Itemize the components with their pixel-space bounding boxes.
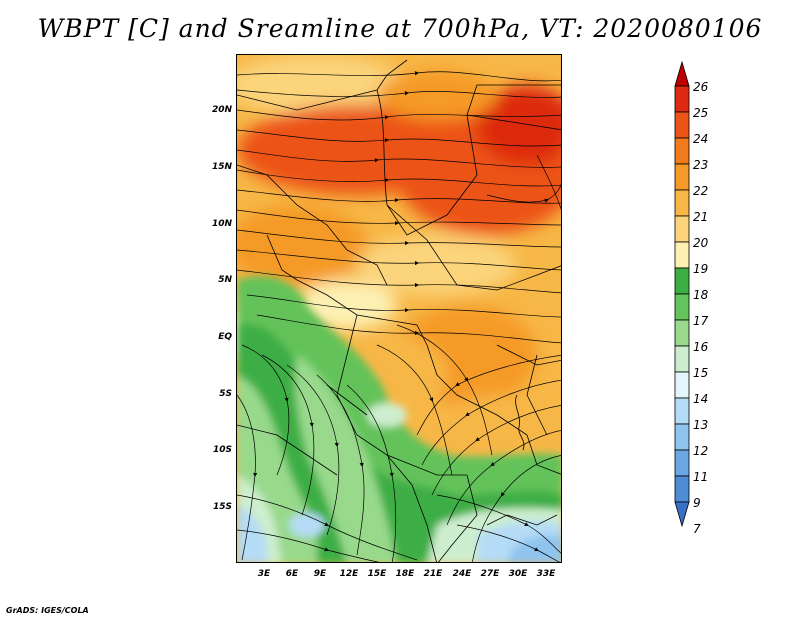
colorbar-segment — [674, 241, 690, 269]
colorbar-segment — [674, 397, 690, 425]
map-canvas — [237, 55, 561, 562]
colorbar-label: 23 — [693, 158, 709, 172]
colorbar-segment — [674, 137, 690, 165]
lon-tick-label: 15E — [367, 569, 387, 579]
colorbar — [674, 60, 690, 528]
colorbar-label: 15 — [693, 366, 709, 380]
lon-tick-label: 18E — [395, 569, 415, 579]
colorbar-label: 7 — [693, 522, 701, 536]
colorbar-label: 25 — [693, 106, 709, 120]
colorbar-label: 24 — [693, 132, 709, 146]
colorbar-label: 9 — [693, 496, 701, 510]
lon-tick-label: 12E — [339, 569, 359, 579]
lon-tick-label: 3E — [257, 569, 271, 579]
colorbar-segment — [674, 423, 690, 451]
colorbar-segment — [674, 293, 690, 321]
lon-tick-label: 6E — [285, 569, 299, 579]
colorbar-label: 12 — [693, 444, 709, 458]
colorbar-segment — [674, 319, 690, 347]
colorbar-segment — [674, 85, 690, 113]
colorbar-label: 16 — [693, 340, 709, 354]
colorbar-segment — [674, 449, 690, 477]
colorbar-segment — [674, 267, 690, 295]
lon-tick-label: 30E — [508, 569, 528, 579]
colorbar-label: 14 — [693, 392, 709, 406]
lat-tick-label: 5S — [219, 389, 232, 399]
lat-tick-label: 15S — [212, 502, 232, 512]
credit-text: GrADS: IGES/COLA — [6, 606, 89, 615]
colorbar-segment — [674, 111, 690, 139]
colorbar-segment — [674, 163, 690, 191]
colorbar-label: 17 — [693, 314, 709, 328]
colorbar-label: 26 — [693, 80, 709, 94]
colorbar-label: 19 — [693, 262, 709, 276]
lat-tick-label: 5N — [218, 275, 232, 285]
lat-tick-label: 15N — [211, 162, 232, 172]
colorbar-label: 22 — [693, 184, 709, 198]
lon-tick-label: 9E — [313, 569, 327, 579]
colorbar-label: 13 — [693, 418, 709, 432]
colorbar-segment — [674, 215, 690, 243]
lat-tick-label: EQ — [218, 332, 232, 342]
colorbar-label: 18 — [693, 288, 709, 302]
colorbar-segment — [674, 189, 690, 217]
map-panel — [236, 54, 562, 563]
lon-tick-label: 27E — [480, 569, 500, 579]
colorbar-label: 20 — [693, 236, 709, 250]
lat-tick-label: 20N — [211, 105, 232, 115]
lon-tick-label: 24E — [452, 569, 472, 579]
colorbar-label: 21 — [693, 210, 709, 224]
lat-tick-label: 10N — [211, 219, 232, 229]
colorbar-segment — [674, 371, 690, 399]
colorbar-segment — [674, 475, 690, 503]
colorbar-top-arrow — [674, 60, 690, 87]
lon-tick-label: 21E — [423, 569, 443, 579]
map-title: WBPT [C] and Sreamline at 700hPa, VT: 20… — [37, 14, 763, 43]
lat-tick-label: 10S — [212, 445, 232, 455]
country-boundaries — [237, 59, 561, 562]
streamlines — [237, 71, 561, 562]
lon-tick-label: 33E — [536, 569, 556, 579]
colorbar-bottom-arrow — [674, 501, 690, 528]
colorbar-segment — [674, 345, 690, 373]
colorbar-label: 11 — [693, 470, 709, 484]
